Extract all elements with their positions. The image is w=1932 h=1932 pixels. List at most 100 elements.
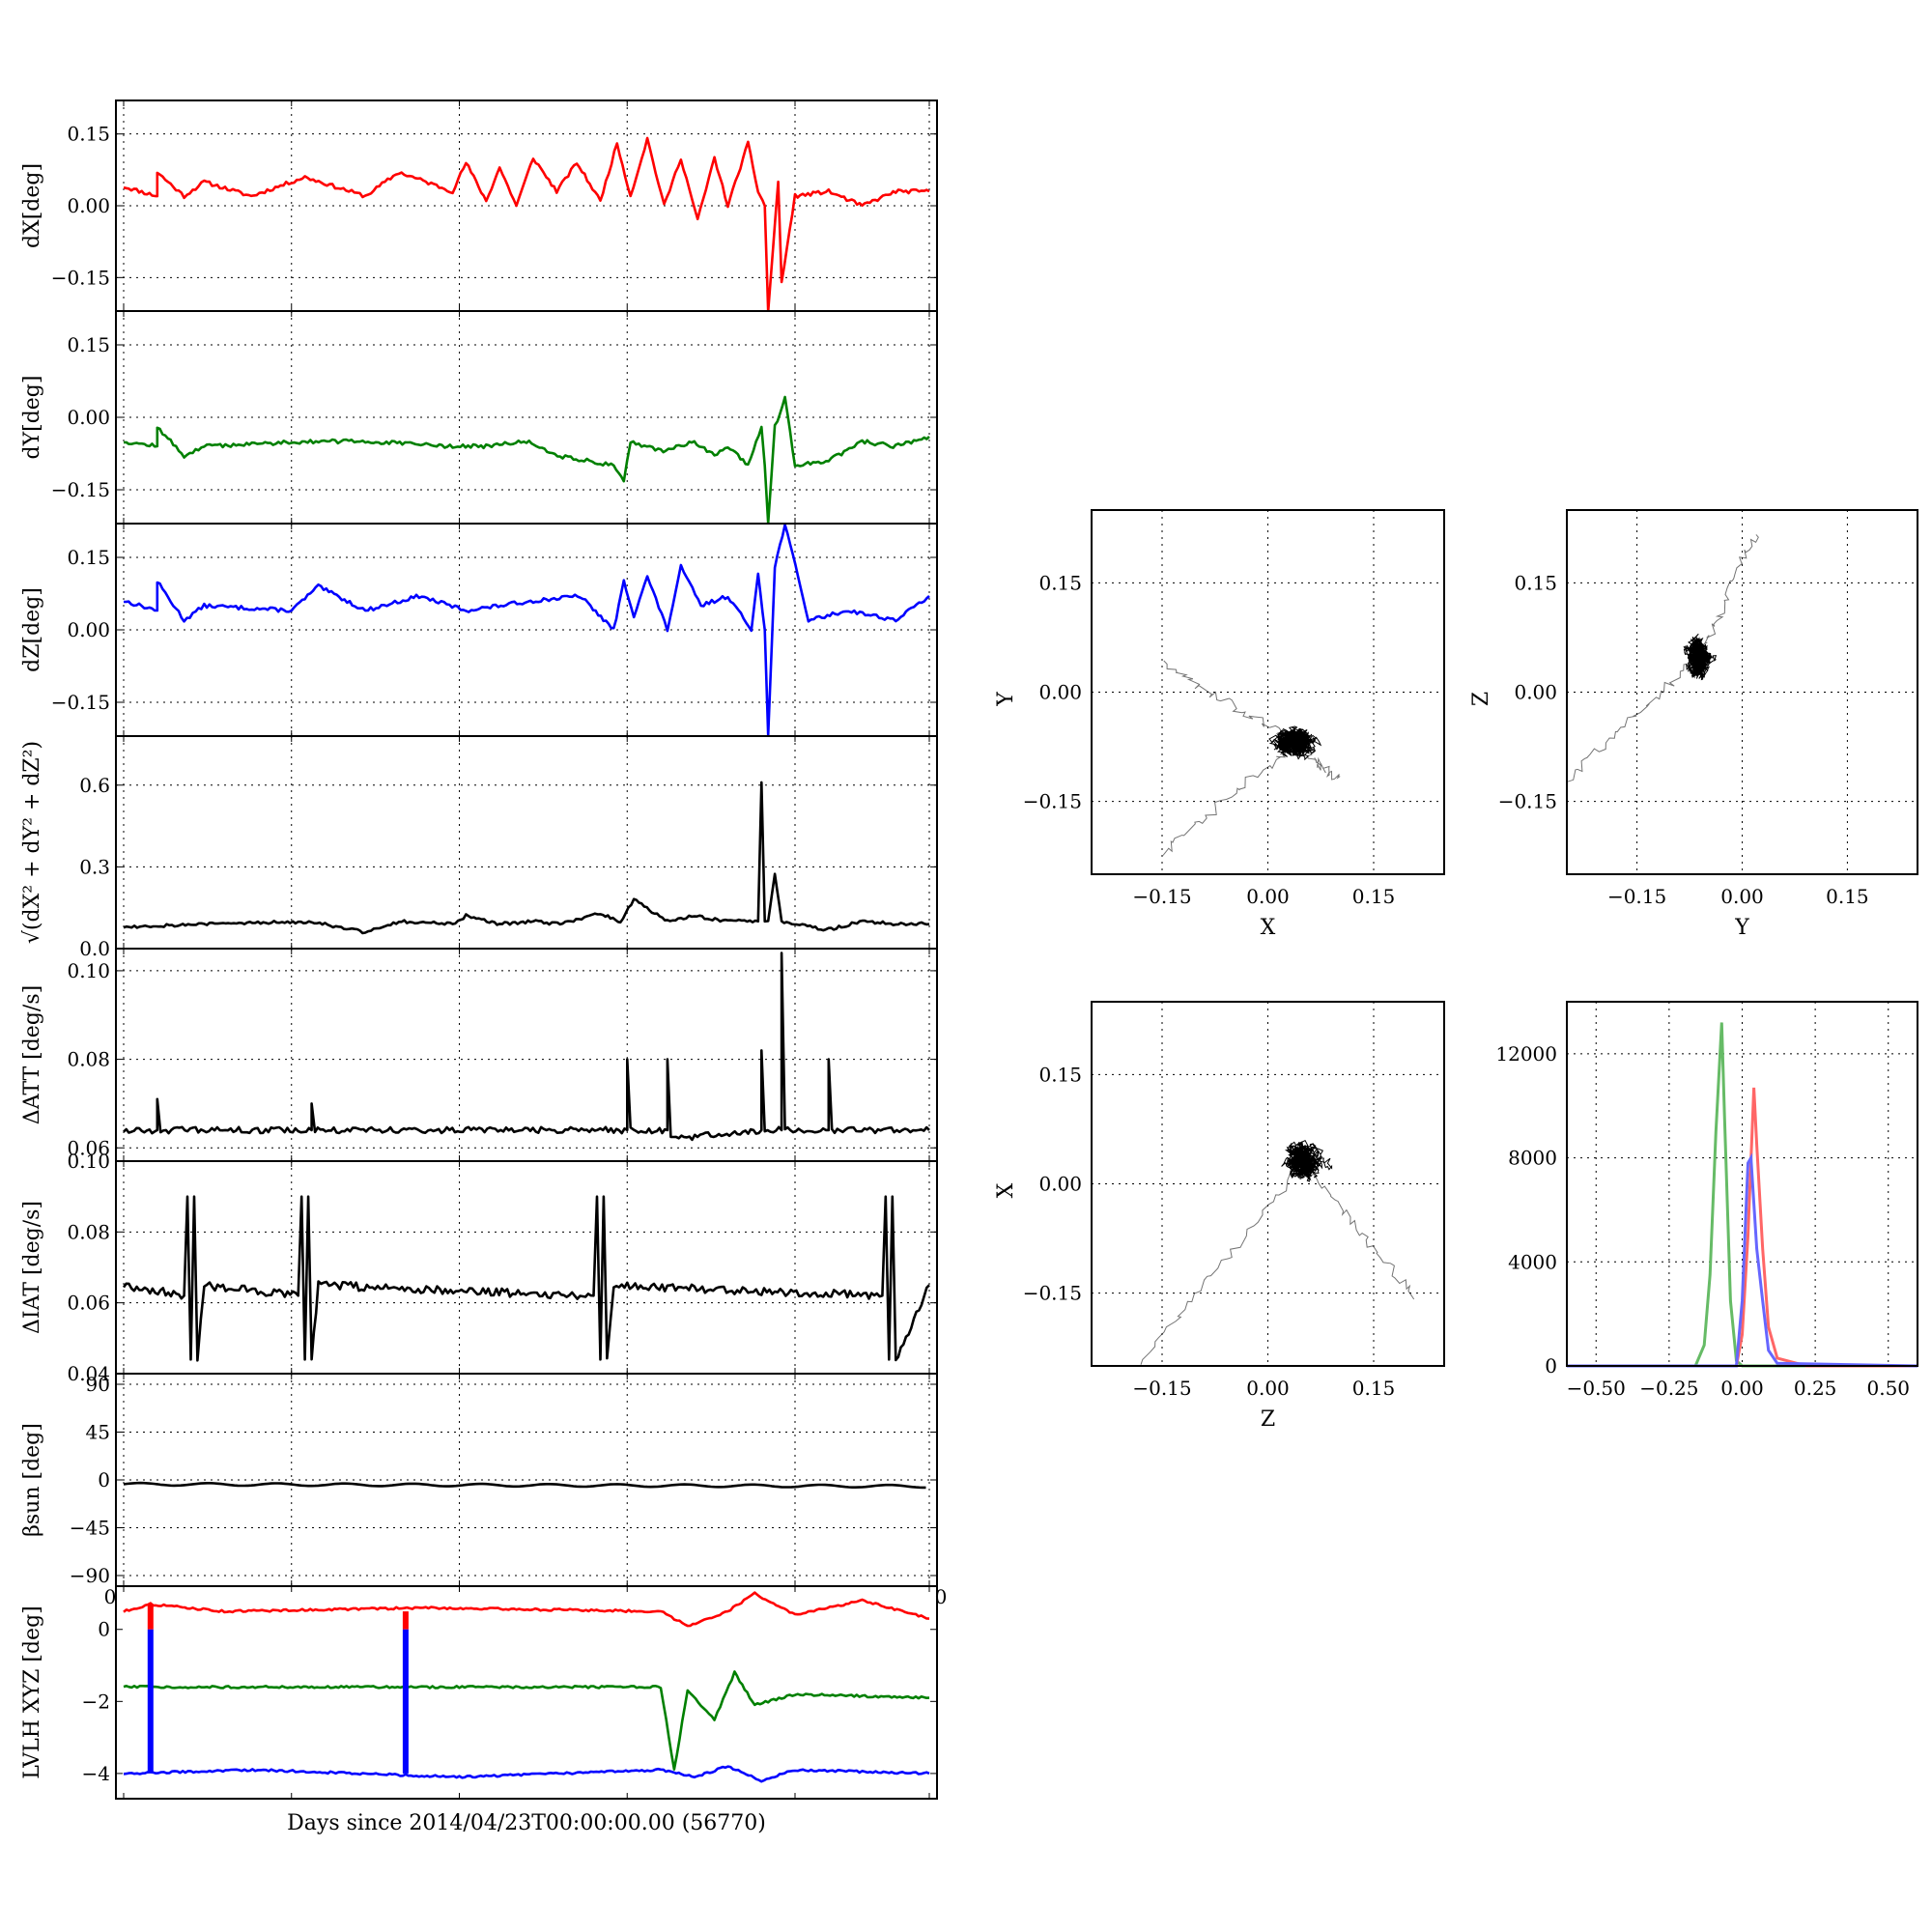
scatter-arm: [1696, 534, 1759, 660]
data-layer: [123, 781, 930, 935]
y-axis-label: X: [994, 1182, 1018, 1198]
y-axis-label: ΔATT [deg/s]: [20, 985, 44, 1124]
axes-frame: [1566, 509, 1918, 875]
series-green-line: [123, 1670, 930, 1771]
scatter-arm: [1567, 657, 1699, 782]
y-tick-label: 0.3: [79, 855, 110, 878]
y-tick-label: 0.15: [1038, 1063, 1082, 1086]
y-tick-label: 12000: [1495, 1042, 1557, 1065]
x-tick-label: 0.25: [1794, 1377, 1837, 1400]
scatter-cloud: [1281, 1140, 1333, 1182]
x-tick-label: 0.50: [1866, 1377, 1910, 1400]
y-tick-label: 4000: [1508, 1250, 1557, 1273]
x-tick-label: −0.25: [1639, 1377, 1698, 1400]
y-axis-label: √(dX² + dY² + dZ²): [20, 741, 44, 944]
panel-dx: 0.15 0.00 −0.15 dX[deg]: [20, 99, 938, 312]
x-axis-label: X: [1261, 916, 1276, 940]
x-tick-label: 0.00: [1246, 1377, 1290, 1400]
x-tick-label: 0.15: [1352, 885, 1396, 908]
x-tick-label: 0.15: [1826, 885, 1869, 908]
scatter-grid: −0.15 −0.15 0.00 0.00 0.15 0.15 X Y −0.15 −0.15 0.…: [994, 509, 1918, 1432]
series-green-line: [123, 395, 930, 524]
x-tick-label: 0.00: [1246, 885, 1290, 908]
x-axis-label: Z: [1261, 1407, 1275, 1432]
y-tick-label: −90: [70, 1564, 110, 1587]
y-axis-label: ΔIAT [deg/s]: [20, 1201, 44, 1334]
data-layer: [1140, 1140, 1415, 1365]
y-tick-label: 0.08: [67, 1220, 110, 1243]
y-axis-label: Z: [1469, 692, 1493, 706]
data-layer: [123, 136, 930, 311]
y-tick-label: 0: [1545, 1354, 1557, 1378]
y-tick-label: 0.6: [79, 774, 110, 797]
panel-diat: 0.10 0.08 0.06 0.04 ΔIAT [deg/s]: [20, 1150, 938, 1385]
scatter-panel-zy: −0.15 −0.15 0.00 0.00 0.15 0.15 Y Z: [1469, 509, 1918, 940]
y-tick-label: −0.15: [1023, 790, 1082, 813]
y-tick-label: 0.00: [1038, 1173, 1082, 1196]
data-layer: [123, 1481, 926, 1490]
y-tick-label: −0.15: [51, 478, 110, 501]
y-tick-label: 0.06: [67, 1136, 110, 1159]
panel-datt: 0.10 0.08 0.06 ΔATT [deg/s]: [20, 948, 938, 1162]
y-tick-label: 0: [98, 1468, 110, 1492]
y-tick-label: 0.15: [67, 546, 110, 569]
histogram-panel: −0.50 −0.25 0.00 0.25 0.50 12000 8000 4000 0: [1495, 1001, 1918, 1400]
y-tick-label: 0.08: [67, 1048, 110, 1071]
x-tick-label: −0.15: [1132, 885, 1191, 908]
hist-hist_blue-line: [1567, 1152, 1918, 1368]
x-tick-label: −0.50: [1567, 1377, 1626, 1400]
axes-frame: [115, 735, 938, 950]
scatter-cloud: [1268, 725, 1322, 761]
x-tick-label: 0.15: [1352, 1377, 1396, 1400]
y-axis-label: βsun [deg]: [20, 1423, 44, 1537]
series-black-line: [123, 1481, 926, 1490]
x-tick-label: 0.00: [1720, 1377, 1764, 1400]
x-tick-label: −0.15: [1607, 885, 1666, 908]
y-tick-label: −0.15: [1498, 790, 1557, 813]
y-axis-label: dZ[deg]: [20, 587, 44, 672]
y-tick-label: 0.15: [67, 123, 110, 146]
y-axis-label: dX[deg]: [20, 163, 44, 248]
y-tick-label: 0.15: [1514, 571, 1557, 594]
y-axis-label: Y: [994, 692, 1018, 707]
scatter-arm: [1162, 744, 1300, 856]
y-tick-label: 0.00: [1038, 681, 1082, 704]
panel-lvlh: 0 −2 −4 LVLH XYZ [deg]: [20, 1585, 938, 1800]
x-tick-label: 0.00: [1720, 885, 1764, 908]
scatter-panel-xy: −0.15 −0.15 0.00 0.00 0.15 0.15 X Y: [994, 509, 1445, 940]
y-tick-label: −2: [82, 1690, 110, 1713]
scatter-arm: [1306, 1162, 1415, 1300]
scatter-arm: [1293, 742, 1341, 781]
panel-beta: 90 45 0 −45 −90 βsun [deg]: [20, 1373, 938, 1587]
y-tick-label: −4: [82, 1762, 110, 1785]
data-layer: [123, 524, 930, 736]
series-black-line: [122, 1195, 930, 1362]
scatter-panel-zx: −0.15 −0.15 0.00 0.00 0.15 0.15 Z X: [994, 1001, 1445, 1432]
series-red-line: [123, 1591, 930, 1628]
axes-frame: [1091, 509, 1445, 875]
panel-dr: 0.6 0.3 0.0 √(dX² + dY² + dZ²): [20, 735, 938, 960]
y-axis-label: LVLH XYZ [deg]: [20, 1605, 44, 1779]
axes-frame: [1566, 1001, 1918, 1367]
y-tick-label: 0.00: [67, 406, 110, 429]
y-tick-label: 0.10: [67, 1150, 110, 1173]
data-layer: [123, 395, 930, 524]
y-tick-label: −45: [70, 1517, 110, 1540]
y-tick-label: −0.15: [51, 266, 110, 289]
panel-dz: 0.15 0.00 −0.15 dZ[deg]: [20, 523, 938, 737]
y-tick-label: −0.15: [1023, 1282, 1082, 1305]
series-red-line: [123, 136, 930, 311]
y-tick-label: 0.10: [67, 959, 110, 982]
y-tick-label: 90: [86, 1373, 110, 1396]
y-tick-label: 8000: [1508, 1147, 1557, 1170]
hist-hist_red-line: [1567, 1087, 1918, 1368]
scatter-arm: [1163, 660, 1293, 741]
y-tick-label: 0.0: [79, 937, 110, 960]
y-tick-label: 0.15: [67, 333, 110, 356]
data-layer: [123, 952, 930, 1142]
x-axis-label: Days since 2014/04/23T00:00:00.00 (56770…: [287, 1811, 766, 1835]
series-blue-line: [123, 524, 930, 736]
axes-frame: [1091, 1001, 1445, 1367]
stray-tick-left: 0: [104, 1585, 117, 1608]
